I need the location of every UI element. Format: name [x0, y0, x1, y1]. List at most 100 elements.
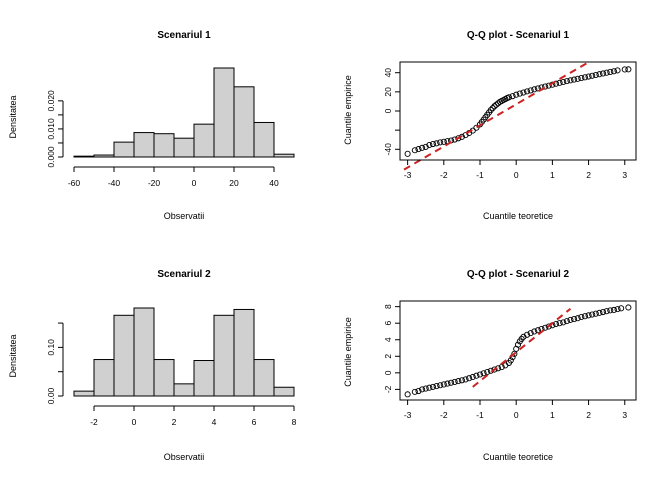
histogram-bar [153, 359, 175, 397]
axes: -2 0 2 4 6 8 0.00 0.10 [46, 322, 297, 427]
qq-point [610, 306, 617, 314]
x-tick-label: -2 [90, 417, 98, 427]
qq-point [531, 328, 538, 335]
y-tick-label: 6 [383, 321, 393, 326]
qq-point [603, 69, 610, 76]
x-tick-label: 1 [550, 410, 555, 420]
y-tick-label: 0.020 [46, 90, 56, 112]
qq-point [462, 376, 469, 383]
histogram-bar [153, 133, 175, 158]
x-tick-label: 2 [586, 410, 591, 420]
y-tick-label: 2 [383, 354, 393, 359]
qq-point [419, 144, 426, 151]
bars [73, 307, 295, 397]
qq-point [429, 383, 437, 390]
qq-point [455, 378, 462, 385]
qq-point [419, 386, 426, 393]
qq-point [469, 373, 476, 381]
histogram-bar [273, 153, 295, 158]
qq-point [516, 90, 523, 97]
y-tick-label: 0.00 [46, 387, 56, 404]
qq-point [437, 139, 444, 146]
qq-point [625, 304, 632, 311]
axes: -3 -2 -1 0 1 2 3 -40 0 20 40 [383, 68, 627, 180]
qq-point [527, 87, 534, 94]
qq-point [527, 330, 534, 337]
qq-point [422, 385, 429, 392]
qq-point [455, 135, 462, 142]
qq-point [440, 381, 447, 388]
qq-point [426, 384, 433, 391]
qq-point [473, 372, 480, 379]
y-tick-label: 0.10 [46, 339, 56, 356]
qq-point [567, 77, 574, 84]
qq-point [444, 380, 451, 387]
x-tick-label: -1 [476, 170, 484, 180]
qq-point [509, 93, 516, 100]
x-tick-label: -3 [404, 410, 412, 420]
qq-point [476, 371, 484, 378]
qq-point [411, 147, 418, 154]
qq-point [589, 311, 596, 318]
histogram-bar [213, 67, 235, 158]
qq-line [472, 307, 572, 388]
qq-point [523, 331, 531, 338]
qq-point [489, 105, 496, 112]
qq-point [433, 140, 440, 147]
qq-point [596, 71, 603, 78]
qq-point [552, 320, 560, 328]
chart-title: Scenariul 2 [157, 269, 211, 280]
histogram-bar [113, 314, 135, 397]
x-tick-label: 0 [132, 417, 137, 427]
y-axis-label: Cuantile empirice [343, 75, 353, 145]
qq-point [556, 320, 563, 327]
x-tick-label: -1 [476, 410, 484, 420]
histogram-bar [193, 360, 215, 397]
y-tick-label: 0 [383, 370, 393, 375]
y-axis-label: Cuantile empirice [343, 317, 353, 387]
qq-point [560, 319, 567, 326]
axes: -60 -40 -20 0 20 40 0.000 0.010 0.020 [46, 90, 279, 188]
y-axis-label: Densitatea [8, 95, 18, 138]
histogram-bar [173, 137, 195, 158]
qq-point [581, 74, 589, 81]
qq-point [507, 357, 514, 364]
qq-point [545, 323, 552, 330]
qq-point [625, 66, 632, 73]
qq-point [585, 312, 592, 319]
qq-point [422, 143, 429, 150]
x-tick-label: 0 [192, 178, 197, 188]
x-tick-label: -2 [440, 410, 448, 420]
histogram-bar [233, 308, 255, 397]
qq-point [607, 307, 614, 314]
y-tick-label: 8 [383, 304, 393, 309]
x-tick-label: 0 [514, 410, 519, 420]
qq-point [599, 308, 607, 316]
qq-point [447, 379, 455, 386]
qq-point [480, 370, 487, 377]
qq-point [542, 83, 549, 90]
histogram-bar [133, 307, 155, 397]
qq-point [429, 140, 437, 148]
x-tick-label: 0 [514, 170, 519, 180]
panel-3: Scenariul 2 -2 0 2 4 6 8 0.00 0.10 Observatii D… [8, 269, 297, 462]
qq-point [574, 75, 581, 82]
panel-1: Scenariul 1 -60 -40 -20 0 20 40 0.000 0.010 0.02… [8, 30, 295, 221]
x-tick-label: -40 [108, 178, 121, 188]
y-tick-label: 0.010 [46, 118, 56, 140]
x-tick-label: 40 [269, 178, 279, 188]
x-tick-label: -2 [440, 170, 448, 180]
histogram-bar [173, 383, 195, 397]
qq-point [531, 86, 538, 93]
histogram-bar [93, 359, 115, 397]
axes: -3 -2 -1 0 1 2 3 -2 0 2 4 6 8 [383, 304, 627, 420]
qq-point [404, 150, 411, 157]
x-axis-label: Cuantile teoretice [483, 211, 553, 221]
histogram-bar [113, 141, 135, 158]
bars [73, 67, 295, 158]
histogram-bar [213, 314, 235, 397]
qq-point [563, 78, 570, 85]
qq-point [599, 70, 607, 77]
qq-point [592, 310, 599, 317]
